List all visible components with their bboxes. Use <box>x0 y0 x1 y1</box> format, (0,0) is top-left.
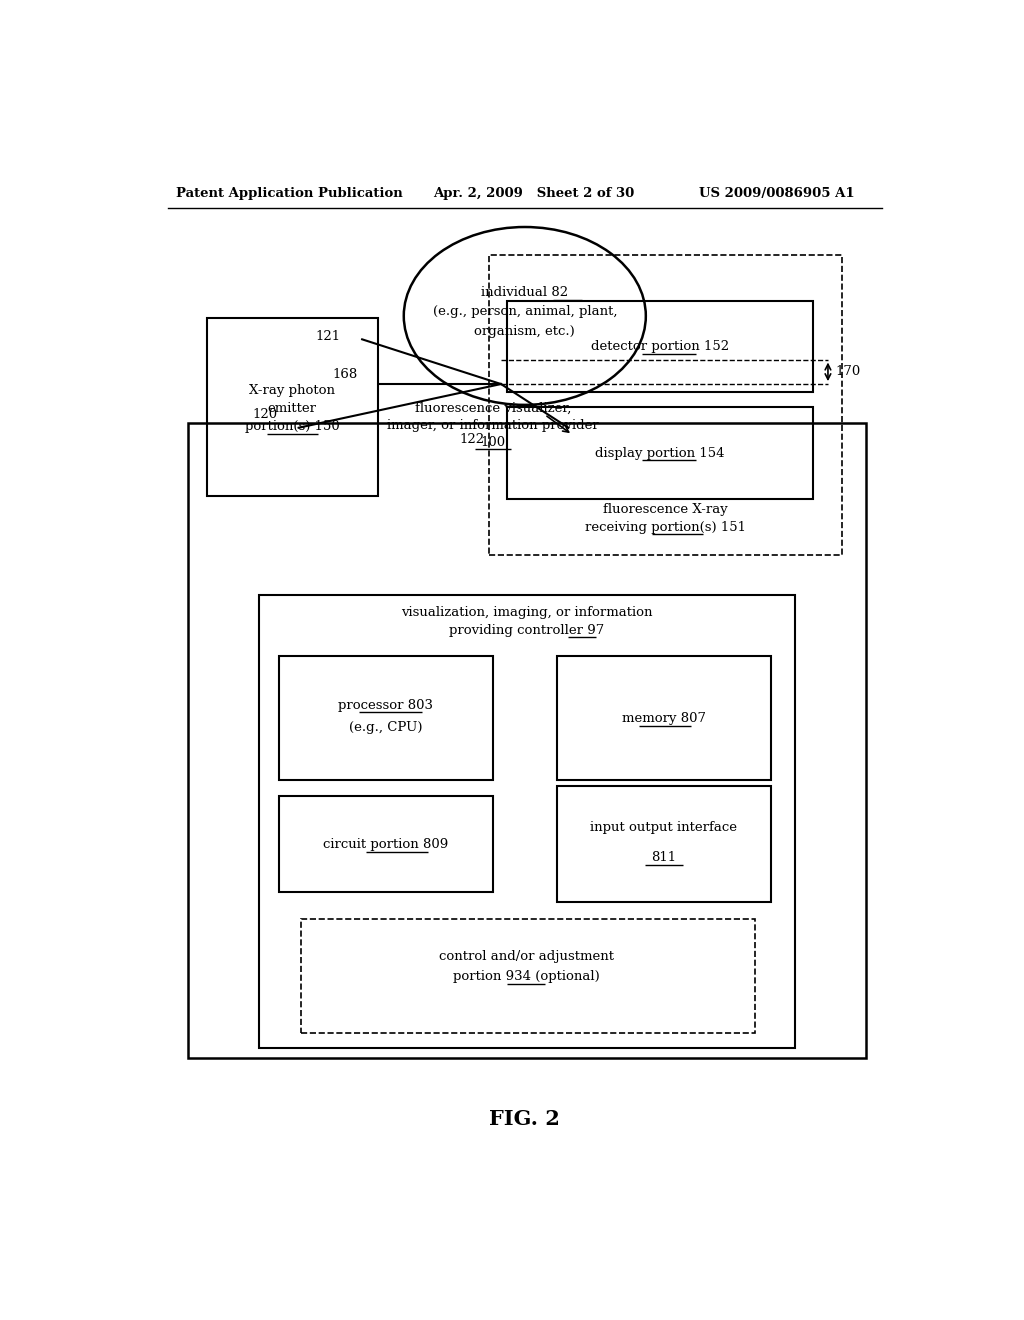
Text: providing controller 97: providing controller 97 <box>449 623 604 636</box>
Text: display portion 154: display portion 154 <box>595 446 724 459</box>
Text: 100: 100 <box>480 437 506 450</box>
Text: detector portion 152: detector portion 152 <box>591 341 729 352</box>
Text: memory 807: memory 807 <box>622 711 706 725</box>
Text: fluorescence visualizer,: fluorescence visualizer, <box>415 401 571 414</box>
Text: 170: 170 <box>836 366 861 379</box>
Text: X-ray photon: X-ray photon <box>249 384 335 396</box>
Text: 811: 811 <box>651 851 676 865</box>
Text: Apr. 2, 2009   Sheet 2 of 30: Apr. 2, 2009 Sheet 2 of 30 <box>433 187 635 201</box>
Text: Patent Application Publication: Patent Application Publication <box>176 187 402 201</box>
Text: visualization, imaging, or information: visualization, imaging, or information <box>400 606 652 619</box>
Text: 168: 168 <box>333 368 358 381</box>
Text: control and/or adjustment: control and/or adjustment <box>439 950 613 962</box>
Text: fluorescence X-ray: fluorescence X-ray <box>603 503 728 516</box>
Text: (e.g., person, animal, plant,: (e.g., person, animal, plant, <box>432 305 617 318</box>
Text: 122: 122 <box>460 433 484 446</box>
Text: portion 934 (optional): portion 934 (optional) <box>453 970 600 983</box>
Text: input output interface: input output interface <box>590 821 737 834</box>
Text: US 2009/0086905 A1: US 2009/0086905 A1 <box>699 187 855 201</box>
Text: individual 82: individual 82 <box>481 286 568 300</box>
Text: 121: 121 <box>315 330 341 343</box>
Text: processor 803: processor 803 <box>338 698 433 711</box>
Text: imager, or information provider: imager, or information provider <box>387 420 599 432</box>
Text: (e.g., CPU): (e.g., CPU) <box>349 721 423 734</box>
Text: FIG. 2: FIG. 2 <box>489 1109 560 1129</box>
Text: 120: 120 <box>252 408 278 421</box>
Text: receiving portion(s) 151: receiving portion(s) 151 <box>585 521 745 533</box>
Text: emitter: emitter <box>267 401 316 414</box>
Text: circuit portion 809: circuit portion 809 <box>324 838 449 851</box>
Text: organism, etc.): organism, etc.) <box>474 325 575 338</box>
Text: portion(s) 150: portion(s) 150 <box>245 420 340 433</box>
